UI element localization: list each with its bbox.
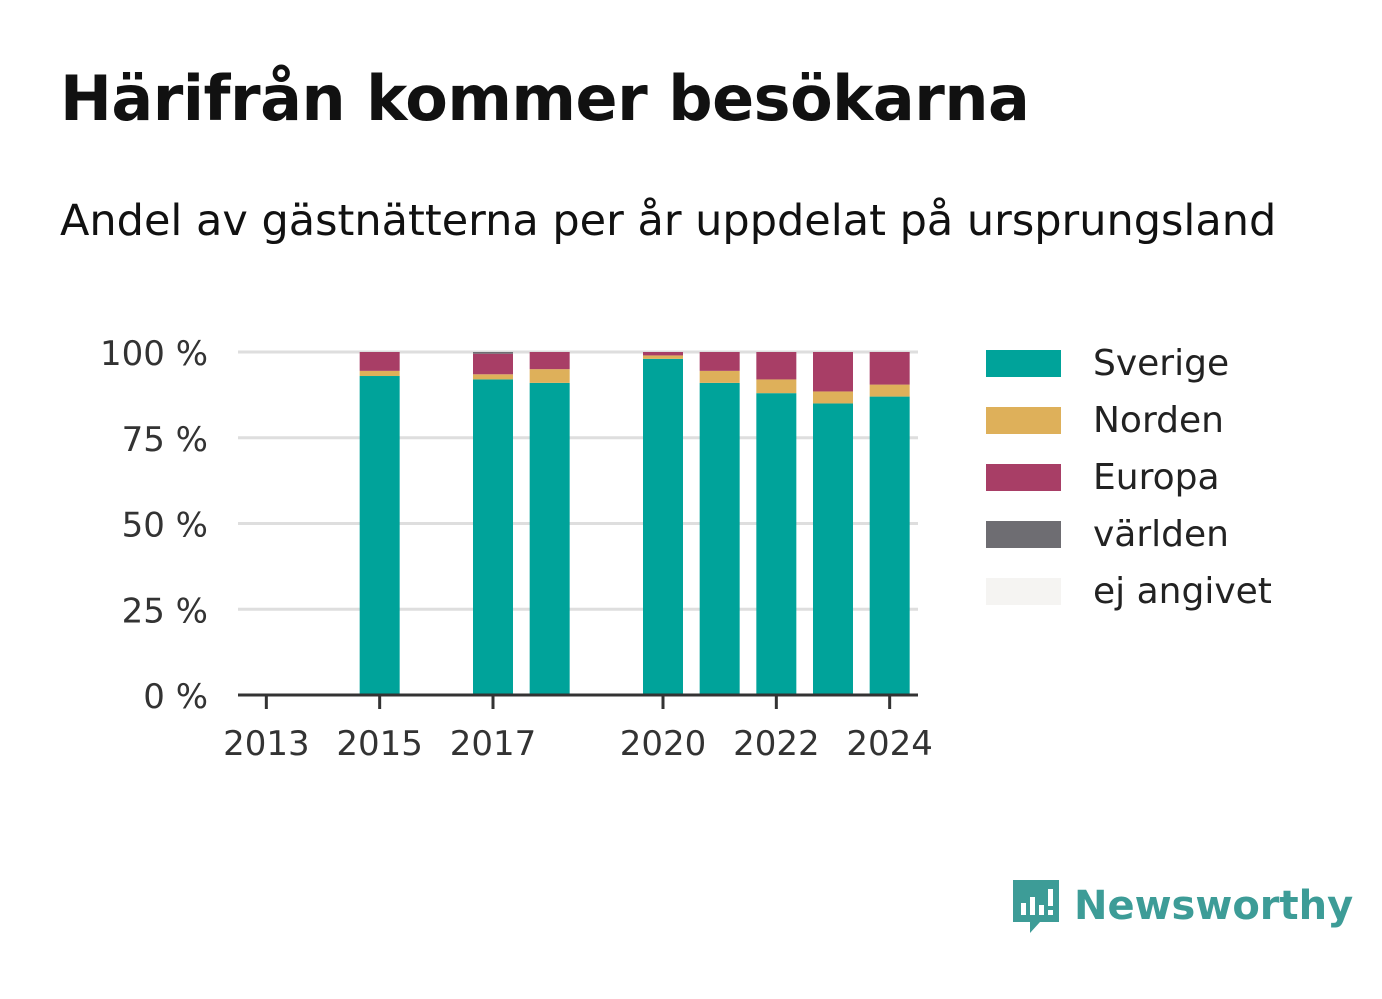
legend-swatch: [986, 407, 1061, 434]
x-axis: [238, 693, 918, 709]
x-tick-label: 2013: [223, 724, 310, 764]
legend: Sverige Norden Europa världen ej angivet: [986, 335, 1272, 620]
bar-segment: [529, 369, 570, 383]
bars: [359, 352, 910, 695]
legend-swatch: [986, 521, 1061, 548]
x-tick-label: 2020: [620, 724, 707, 764]
bar-segment: [643, 358, 683, 695]
y-tick-label: 75 %: [122, 420, 208, 460]
legend-item: ej angivet: [986, 563, 1272, 620]
brand: Newsworthy: [1010, 876, 1353, 936]
bar-segment: [473, 379, 513, 695]
legend-item: Sverige: [986, 335, 1272, 392]
x-tick-label: 2022: [733, 724, 820, 764]
legend-swatch: [986, 350, 1061, 377]
bar-segment: [643, 352, 683, 356]
bar-segment: [869, 352, 910, 385]
y-tick-label: 50 %: [122, 506, 208, 546]
x-tick-label: 2015: [336, 724, 423, 764]
chart-subtitle: Andel av gästnätterna per år uppdelat på…: [60, 196, 1277, 246]
y-tick-label: 25 %: [122, 591, 208, 631]
chart-title: Härifrån kommer besökarna: [60, 62, 1030, 135]
bar-segment: [756, 393, 797, 695]
legend-item: Europa: [986, 449, 1272, 506]
stacked-bar-chart: 0 % 25 % 50 % 75 % 100 % 2013 2015 2017 2020 202…: [100, 334, 933, 764]
legend-swatch: [986, 578, 1061, 605]
bar-segment: [473, 374, 513, 380]
bar-segment: [359, 352, 400, 371]
bar-segment: [359, 376, 400, 695]
y-axis-tick-labels: 0 % 25 % 50 % 75 % 100 %: [100, 334, 208, 717]
bar-segment: [869, 384, 910, 397]
bar-segment: [813, 403, 853, 695]
bar-segment: [359, 370, 400, 377]
x-axis-tick-labels: 2013 2015 2017 2020 2022 2024: [223, 724, 933, 764]
bar-segment: [643, 355, 683, 359]
legend-swatch: [986, 464, 1061, 491]
x-tick-label: 2024: [846, 724, 933, 764]
legend-item: världen: [986, 506, 1272, 563]
legend-label: världen: [1093, 514, 1229, 555]
bar-segment: [756, 352, 797, 380]
legend-label: ej angivet: [1093, 571, 1272, 612]
bar-segment: [529, 352, 570, 370]
brand-name: Newsworthy: [1074, 883, 1354, 929]
x-tick-label: 2017: [450, 724, 537, 764]
newsworthy-logo-icon: [1013, 880, 1059, 933]
bar-segment: [699, 352, 740, 371]
bar-segment: [813, 352, 853, 392]
legend-label: Europa: [1093, 457, 1220, 498]
bar-segment: [529, 382, 570, 695]
y-tick-label: 0 %: [143, 677, 208, 717]
bar-segment: [473, 352, 513, 354]
gridlines: [238, 350, 918, 611]
bar-segment: [473, 353, 513, 375]
bar-segment: [756, 379, 797, 394]
legend-label: Norden: [1093, 400, 1224, 441]
bar-segment: [869, 396, 910, 695]
y-tick-label: 100 %: [100, 334, 208, 374]
bar-segment: [699, 370, 740, 383]
legend-item: Norden: [986, 392, 1272, 449]
legend-label: Sverige: [1093, 343, 1230, 384]
bar-segment: [813, 391, 853, 404]
bar-segment: [699, 382, 740, 695]
